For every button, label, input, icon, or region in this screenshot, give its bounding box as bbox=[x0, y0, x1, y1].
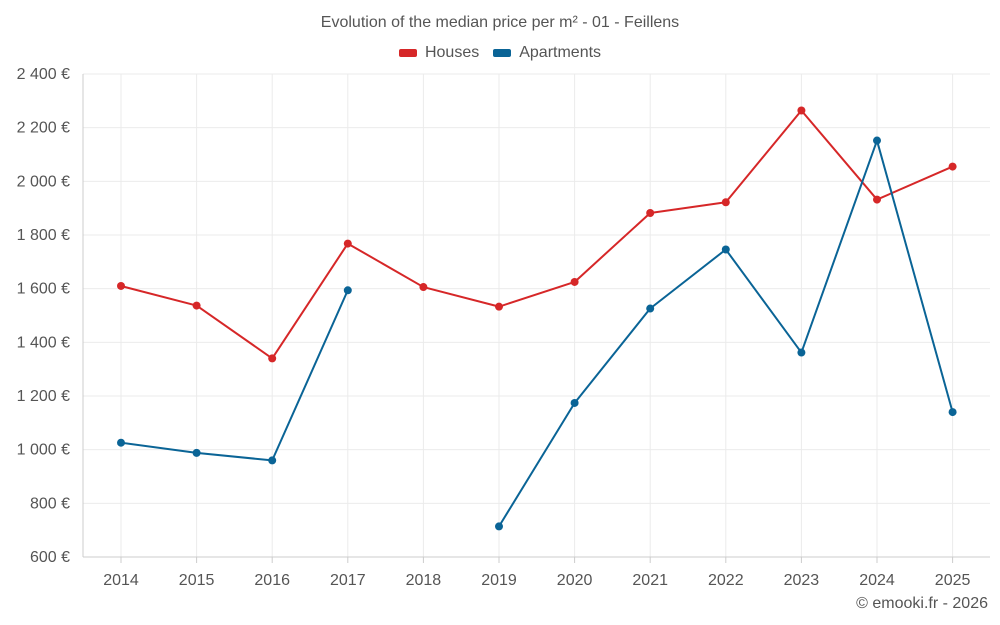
data-point-apartments bbox=[873, 136, 881, 145]
data-point-houses bbox=[721, 198, 730, 207]
y-tick-label: 800 € bbox=[30, 495, 70, 512]
data-point-apartments bbox=[495, 522, 503, 531]
data-point-houses bbox=[268, 354, 277, 363]
x-tick-label: 2014 bbox=[103, 572, 139, 589]
y-tick-label: 1 400 € bbox=[17, 334, 70, 351]
y-tick-label: 1 200 € bbox=[17, 388, 70, 405]
legend-item-apartments[interactable]: Apartments bbox=[493, 44, 601, 62]
x-tick-label: 2018 bbox=[406, 572, 442, 589]
x-tick-label: 2025 bbox=[935, 572, 971, 589]
data-point-houses bbox=[646, 208, 655, 217]
data-point-houses bbox=[948, 162, 957, 171]
data-point-apartments bbox=[797, 348, 806, 357]
data-point-apartments bbox=[570, 398, 579, 407]
y-tick-label: 1 600 € bbox=[17, 281, 70, 298]
data-point-houses bbox=[343, 239, 352, 248]
data-point-apartments bbox=[268, 456, 277, 465]
legend-label-houses: Houses bbox=[424, 44, 480, 61]
legend-swatch-houses bbox=[398, 49, 417, 57]
x-tick-label: 2017 bbox=[330, 572, 366, 589]
data-point-houses bbox=[797, 106, 806, 115]
data-point-houses bbox=[419, 283, 428, 292]
legend: Houses Apartments bbox=[0, 44, 1000, 62]
legend-item-houses[interactable]: Houses bbox=[398, 44, 480, 62]
y-tick-label: 600 € bbox=[30, 549, 70, 566]
data-point-houses bbox=[192, 301, 201, 310]
x-tick-label: 2015 bbox=[179, 572, 215, 589]
legend-swatch-apartments bbox=[493, 49, 512, 57]
legend-label-apartments: Apartments bbox=[519, 44, 602, 61]
data-point-apartments bbox=[117, 438, 125, 447]
data-point-apartments bbox=[948, 408, 957, 417]
data-point-apartments bbox=[343, 286, 352, 295]
credit-text: © emooki.fr - 2026 bbox=[856, 595, 988, 612]
data-point-apartments bbox=[646, 304, 655, 313]
x-tick-label: 2019 bbox=[481, 572, 517, 589]
y-tick-label: 2 000 € bbox=[17, 173, 70, 190]
x-tick-label: 2022 bbox=[708, 572, 744, 589]
x-tick-label: 2021 bbox=[632, 572, 668, 589]
data-point-houses bbox=[495, 302, 503, 311]
chart-title: Evolution of the median price per m² - 0… bbox=[320, 14, 680, 31]
series-line-houses bbox=[120, 109, 954, 360]
series-line-apartments bbox=[120, 289, 349, 462]
y-tick-label: 1 800 € bbox=[17, 227, 70, 244]
data-point-houses bbox=[117, 281, 125, 290]
y-tick-label: 2 200 € bbox=[17, 120, 70, 137]
y-tick-label: 1 000 € bbox=[17, 442, 70, 459]
data-point-houses bbox=[570, 277, 579, 286]
data-point-apartments bbox=[721, 245, 730, 254]
x-tick-label: 2024 bbox=[859, 572, 895, 589]
y-tick-label: 2 400 € bbox=[17, 66, 70, 83]
x-tick-label: 2020 bbox=[557, 572, 593, 589]
data-point-apartments bbox=[192, 448, 201, 457]
x-tick-label: 2016 bbox=[254, 572, 290, 589]
x-tick-label: 2023 bbox=[784, 572, 820, 589]
data-point-houses bbox=[873, 195, 881, 204]
